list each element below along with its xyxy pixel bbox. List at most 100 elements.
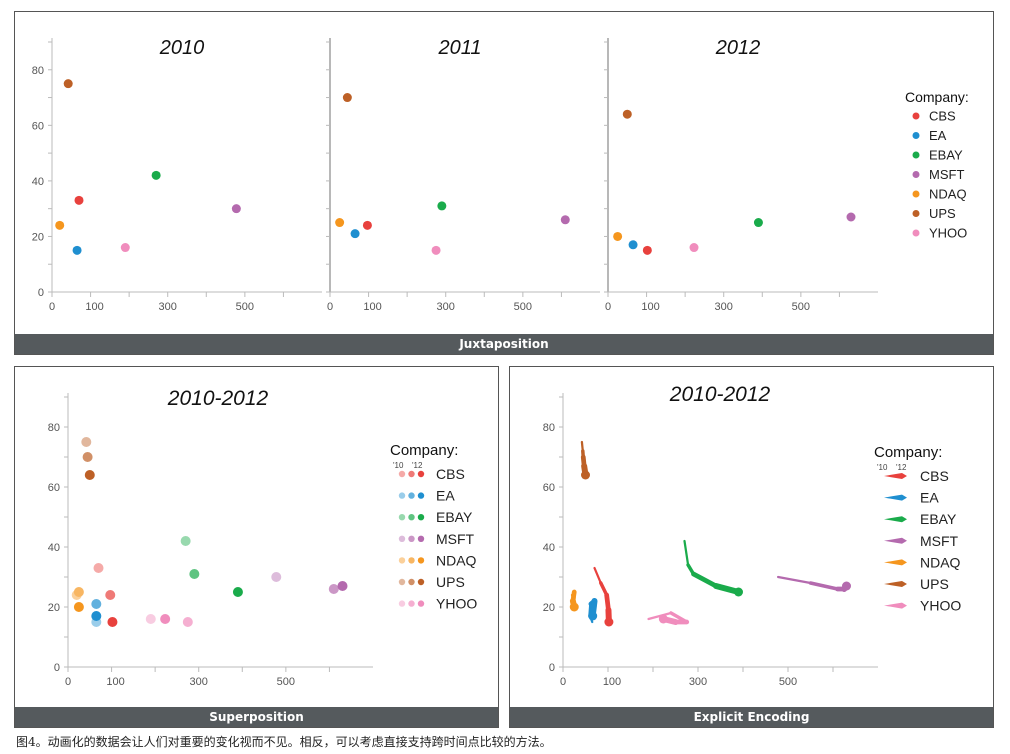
exp-legend-swatch-ups xyxy=(884,581,907,587)
exp-ytick-label: 60 xyxy=(543,482,555,494)
sup-ytick-label: 40 xyxy=(48,542,60,554)
jux-2010-point-ndaq xyxy=(55,220,65,230)
exp-trail-cbs xyxy=(593,566,602,585)
sup-point-ebay-2010 xyxy=(180,536,191,546)
exp-title: 2010-2012 xyxy=(669,383,771,406)
jux-2012-title: 2012 xyxy=(715,37,761,59)
jux-2011-xtick-label: 300 xyxy=(437,301,455,313)
exp-legend-year-first: '10 xyxy=(877,463,888,472)
superposition-chart: 0 20 40 60 80 0 100 300 500 2010-2012 Company: '10 '… xyxy=(48,387,478,688)
exp-xtick-label: 300 xyxy=(689,676,707,688)
exp-endpoint-ea xyxy=(588,611,598,621)
sup-legend-swatch-yhoo xyxy=(417,600,425,607)
exp-legend-swatch-ebay xyxy=(884,516,907,523)
exp-legend-year-last: '12 xyxy=(896,463,907,472)
jux-legend-swatch-ups xyxy=(912,210,920,217)
sup-legend-swatch-ups xyxy=(417,578,425,586)
jux-legend-swatch-ea xyxy=(912,132,920,139)
juxtaposition-chart: 0 20 40 60 80 0 100 300 500 2010 0 100 300 500 2011 0 10… xyxy=(32,37,969,313)
jux-2010-title: 2010 xyxy=(159,37,205,59)
sup-point-cbs-2010 xyxy=(93,563,104,573)
sup-legend-swatch-ebay xyxy=(417,514,425,521)
sup-legend-swatch-ndaq xyxy=(408,557,415,564)
sup-point-ebay-2011 xyxy=(189,569,200,579)
jux-2010-ytick-label: 20 xyxy=(32,231,44,243)
sup-legend-label-ups: UPS xyxy=(436,574,465,590)
sup-title: 2010-2012 xyxy=(167,387,269,410)
sup-legend-label-ebay: EBAY xyxy=(436,509,473,525)
jux-2012-xtick-label: 300 xyxy=(715,301,733,313)
sup-ytick-label: 20 xyxy=(48,602,60,614)
jux-legend-title: Company: xyxy=(905,89,969,105)
sup-point-yhoo-2012 xyxy=(160,614,171,624)
jux-2011-xtick-label: 0 xyxy=(327,301,333,313)
jux-2010-point-ea xyxy=(72,245,82,255)
jux-legend-swatch-ebay xyxy=(912,151,920,159)
jux-legend-swatch-yhoo xyxy=(912,229,920,237)
sup-point-yhoo-2011 xyxy=(182,617,193,627)
exp-trail-ebay xyxy=(683,539,690,567)
jux-legend-label-ups: UPS xyxy=(929,206,956,221)
exp-legend-label-ebay: EBAY xyxy=(920,511,957,527)
jux-2010-point-ups xyxy=(63,79,73,89)
sup-legend-swatch-ndaq xyxy=(398,557,406,564)
sup-point-cbs-2012 xyxy=(107,617,118,627)
sup-legend-swatch-ebay xyxy=(408,514,415,521)
explicit-encoding-chart: 0 20 40 60 80 0 100 300 500 2010-2012 Company: '10 '… xyxy=(543,383,962,688)
exp-trail-yhoo xyxy=(647,611,673,621)
exp-endpoint-cbs xyxy=(604,617,614,627)
exp-ytick-label: 80 xyxy=(543,422,555,434)
sup-xtick-label: 100 xyxy=(106,676,124,688)
jux-2012-xtick-label: 0 xyxy=(605,301,611,313)
jux-legend-label-ebay: EBAY xyxy=(929,148,963,163)
sup-legend-swatch-cbs xyxy=(398,470,406,478)
jux-2011-point-msft xyxy=(560,215,570,225)
jux-2010-point-yhoo xyxy=(120,243,130,253)
jux-2010-xtick-label: 500 xyxy=(236,301,254,313)
exp-legend-label-ea: EA xyxy=(920,490,939,506)
sup-legend-label-msft: MSFT xyxy=(436,531,475,547)
sup-legend-year-first: '10 xyxy=(393,461,404,470)
exp-ytick-label: 40 xyxy=(543,542,555,554)
jux-2012-point-ebay xyxy=(753,218,763,228)
sup-ytick-label: 80 xyxy=(48,422,60,434)
jux-2010-xtick-label: 300 xyxy=(159,301,177,313)
exp-legend-swatch-cbs xyxy=(884,473,907,479)
sup-point-ea-2012 xyxy=(91,611,102,621)
sup-legend-swatch-yhoo xyxy=(408,600,415,607)
exp-trail-ebay xyxy=(691,571,719,589)
juxtaposition-label: Juxtaposition xyxy=(15,334,993,354)
jux-2011-point-cbs xyxy=(362,220,372,230)
exp-legend-label-ups: UPS xyxy=(920,576,949,592)
sup-point-msft-2010 xyxy=(271,572,282,582)
jux-2010-ytick-label: 80 xyxy=(32,65,44,77)
sup-legend-swatch-ups xyxy=(408,578,415,586)
exp-trail-msft xyxy=(776,575,812,585)
exp-endpoint-ndaq xyxy=(569,602,579,612)
exp-endpoint-ups xyxy=(581,470,590,480)
exp-legend-swatch-ea xyxy=(884,494,907,501)
jux-2011-point-yhoo xyxy=(431,245,441,255)
jux-2011-xtick-label: 500 xyxy=(514,301,532,313)
explicit-encoding-label: Explicit Encoding xyxy=(510,707,993,727)
exp-legend-title: Company: xyxy=(874,444,942,461)
exp-ytick-label: 20 xyxy=(543,602,555,614)
exp-legend-label-msft: MSFT xyxy=(920,533,959,549)
sup-legend-swatch-ea xyxy=(408,492,415,499)
explicit-encoding-panel: 0 20 40 60 80 0 100 300 500 2010-2012 Company: '10 '… xyxy=(509,366,994,728)
exp-legend-swatch-msft xyxy=(884,537,907,544)
sup-ytick-label: 60 xyxy=(48,482,60,494)
jux-2010-ytick-label: 60 xyxy=(32,120,44,132)
jux-legend-label-msft: MSFT xyxy=(929,167,964,182)
jux-legend-label-cbs: CBS xyxy=(929,109,956,124)
exp-endpoint-msft xyxy=(842,581,851,591)
sup-point-msft-2012 xyxy=(337,581,348,591)
sup-point-yhoo-2010 xyxy=(145,614,156,624)
sup-legend-swatch-ea xyxy=(398,492,406,499)
sup-legend-swatch-ndaq xyxy=(417,557,425,564)
exp-xtick-label: 0 xyxy=(560,676,566,688)
jux-2010-ytick-label: 40 xyxy=(32,176,44,188)
sup-legend-swatch-ups xyxy=(398,578,406,586)
sup-legend-label-ndaq: NDAQ xyxy=(436,552,477,568)
exp-legend-label-ndaq: NDAQ xyxy=(920,554,961,570)
